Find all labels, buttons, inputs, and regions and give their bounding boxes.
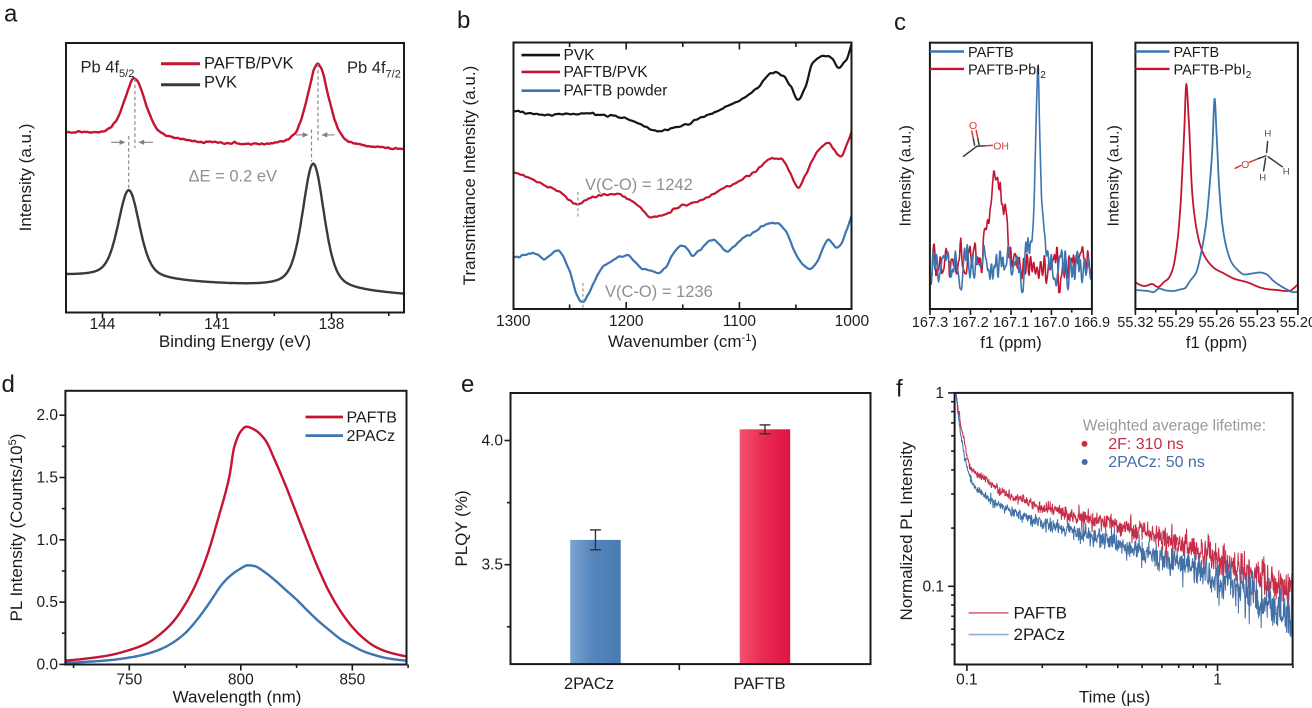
svg-text:Transmittance Intensity (a.u.): Transmittance Intensity (a.u.) — [460, 66, 479, 286]
svg-text:1200: 1200 — [609, 313, 644, 330]
svg-text:V(C-O) = 1242: V(C-O) = 1242 — [585, 176, 693, 194]
svg-text:167.0: 167.0 — [1033, 315, 1069, 331]
svg-text:2PACz: 50 ns: 2PACz: 50 ns — [1108, 454, 1205, 471]
svg-text:Binding Energy (eV): Binding Energy (eV) — [159, 332, 311, 351]
svg-text:1300: 1300 — [496, 313, 531, 330]
svg-text:PAFTB: PAFTB — [1014, 603, 1068, 622]
svg-text:OH: OH — [993, 140, 1009, 152]
svg-text:Wavelength (nm): Wavelength (nm) — [173, 688, 302, 707]
svg-text:PLQY (%): PLQY (%) — [452, 490, 471, 566]
svg-text:167.3: 167.3 — [912, 315, 948, 331]
svg-text:PAFTB-PbI2: PAFTB-PbI2 — [1174, 62, 1252, 81]
svg-text:167.1: 167.1 — [993, 315, 1029, 331]
svg-text:PAFTB/PVK: PAFTB/PVK — [204, 55, 294, 73]
svg-text:2.0: 2.0 — [36, 407, 58, 424]
svg-text:PAFTB: PAFTB — [734, 675, 786, 693]
svg-text:55.32: 55.32 — [1117, 315, 1153, 331]
svg-text:Intensity (a.u.): Intensity (a.u.) — [16, 124, 35, 232]
svg-text:141: 141 — [204, 316, 230, 333]
svg-text:f1 (ppm): f1 (ppm) — [980, 334, 1041, 352]
svg-text:ΔE = 0.2 eV: ΔE = 0.2 eV — [189, 168, 278, 186]
svg-text:H: H — [1283, 166, 1290, 177]
svg-text:144: 144 — [90, 316, 116, 333]
svg-text:PAFTB-PbI2: PAFTB-PbI2 — [968, 62, 1046, 81]
svg-text:Normalized PL Intensity: Normalized PL Intensity — [897, 441, 916, 620]
svg-text:b: b — [457, 7, 470, 34]
svg-text:e: e — [461, 371, 474, 398]
svg-text:d: d — [2, 371, 15, 398]
svg-text:H: H — [1264, 129, 1271, 140]
svg-text:0.0: 0.0 — [36, 656, 58, 673]
svg-text:2PACz: 2PACz — [564, 675, 614, 693]
svg-text:PVK: PVK — [204, 74, 237, 92]
svg-text:Weighted average lifetime:: Weighted average lifetime: — [1083, 417, 1266, 434]
svg-text:166.9: 166.9 — [1074, 315, 1110, 331]
svg-text:Wavenumber (cm-1): Wavenumber (cm-1) — [608, 332, 757, 351]
svg-text:800: 800 — [228, 672, 254, 689]
svg-text:55.26: 55.26 — [1199, 315, 1235, 331]
svg-text:0.5: 0.5 — [36, 594, 58, 611]
svg-text:O: O — [969, 120, 977, 132]
svg-text:Intensity (a.u.): Intensity (a.u.) — [898, 125, 915, 226]
svg-text:V(C-O) = 1236: V(C-O) = 1236 — [605, 283, 713, 301]
svg-text:Intensity (a.u.): Intensity (a.u.) — [1106, 125, 1123, 226]
svg-text:1000: 1000 — [835, 313, 870, 330]
svg-text:f1 (ppm): f1 (ppm) — [1186, 334, 1247, 352]
svg-text:4.0: 4.0 — [481, 433, 503, 450]
svg-text:1: 1 — [1213, 672, 1222, 689]
svg-text:138: 138 — [319, 316, 345, 333]
svg-text:55.23: 55.23 — [1239, 315, 1275, 331]
svg-text:1.5: 1.5 — [36, 470, 58, 487]
svg-text:a: a — [4, 1, 18, 28]
svg-text:1: 1 — [935, 385, 944, 402]
svg-text:1100: 1100 — [723, 313, 757, 330]
svg-text:2PACz: 2PACz — [347, 428, 396, 445]
svg-text:2PACz: 2PACz — [1014, 625, 1066, 644]
svg-text:PAFTB powder: PAFTB powder — [564, 83, 668, 100]
svg-text:PAFTB/PVK: PAFTB/PVK — [564, 64, 649, 81]
svg-text:2F: 310 ns: 2F: 310 ns — [1108, 436, 1184, 453]
svg-text:850: 850 — [339, 672, 365, 689]
svg-text:0.1: 0.1 — [922, 578, 944, 595]
svg-text:1.0: 1.0 — [36, 532, 58, 549]
svg-text:PAFTB: PAFTB — [1174, 45, 1220, 61]
svg-text:H: H — [1259, 173, 1266, 184]
svg-text:3.5: 3.5 — [481, 557, 503, 574]
svg-text:167.2: 167.2 — [952, 315, 988, 331]
svg-text:750: 750 — [116, 672, 142, 689]
svg-text:O: O — [1241, 159, 1249, 171]
svg-text:PL Intensity (Counts/105): PL Intensity (Counts/105) — [7, 434, 26, 622]
svg-text:f: f — [896, 376, 903, 403]
svg-text:PAFTB: PAFTB — [968, 45, 1014, 61]
svg-text:55.29: 55.29 — [1158, 315, 1194, 331]
svg-text:PAFTB: PAFTB — [347, 410, 397, 427]
svg-text:c: c — [894, 9, 906, 36]
svg-text:0.1: 0.1 — [956, 672, 978, 689]
svg-text:PVK: PVK — [564, 47, 596, 64]
svg-text:55.20: 55.20 — [1280, 315, 1312, 331]
svg-text:Time (µs): Time (µs) — [1079, 688, 1151, 707]
